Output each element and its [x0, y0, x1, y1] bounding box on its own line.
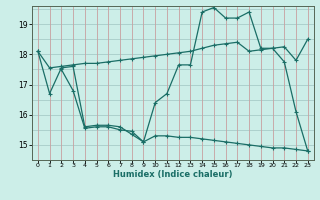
X-axis label: Humidex (Indice chaleur): Humidex (Indice chaleur): [113, 170, 233, 179]
